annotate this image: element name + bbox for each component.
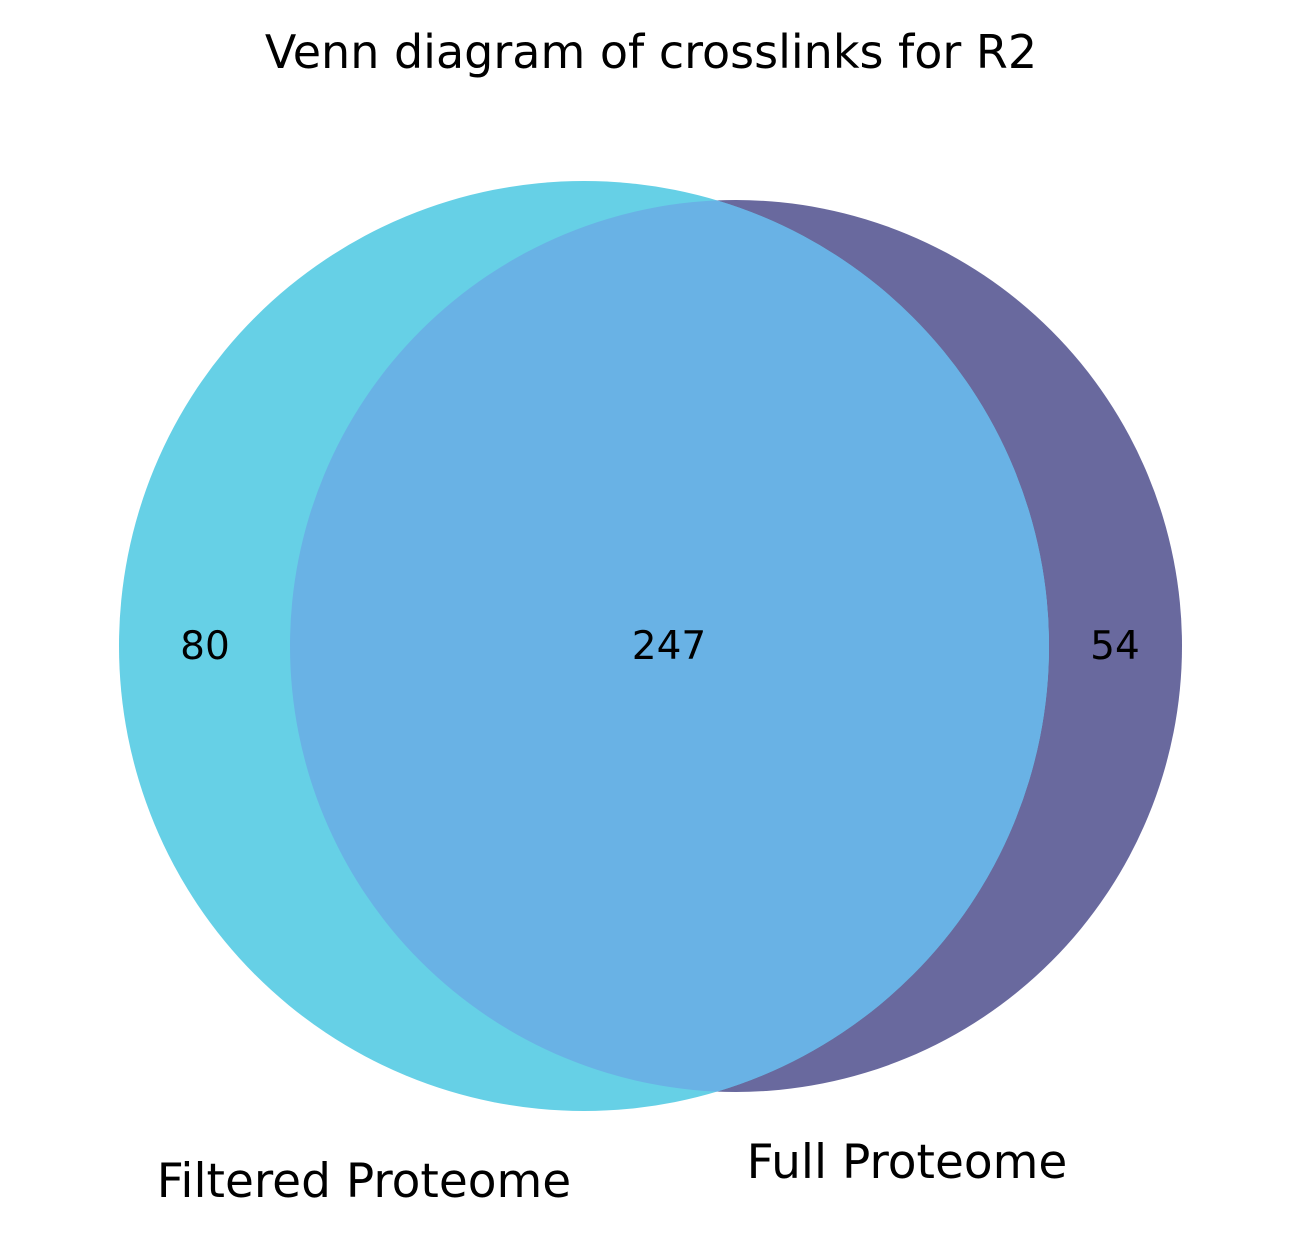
diagram-title: Venn diagram of crosslinks for R2 — [265, 25, 1037, 79]
set-label-full-proteome: Full Proteome — [747, 1135, 1068, 1190]
set-label-filtered-proteome: Filtered Proteome — [157, 1154, 571, 1209]
count-full-only: 54 — [1090, 624, 1140, 669]
count-filtered-only: 80 — [180, 624, 230, 669]
count-intersection: 247 — [632, 624, 706, 669]
venn-regions — [119, 181, 1182, 1111]
